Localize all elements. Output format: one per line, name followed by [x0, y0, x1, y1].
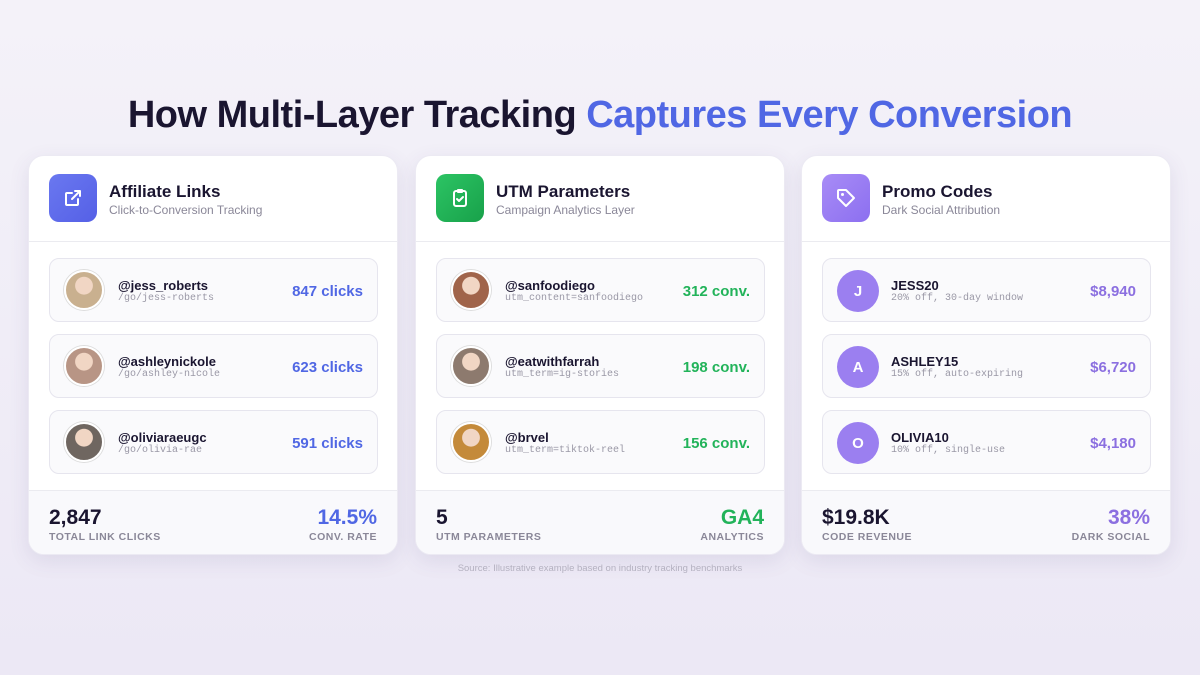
- card-header: Affiliate Links Click-to-Conversion Track…: [29, 156, 397, 242]
- row-metric: 312 conv.: [682, 283, 750, 300]
- card-icon: [822, 174, 870, 222]
- card-footer: 5 UTM PARAMETERS GA4 ANALYTICS: [416, 490, 784, 554]
- title-main: How Multi-Layer Tracking: [127, 94, 577, 136]
- row-metric: 198 conv.: [682, 359, 750, 376]
- list-row: A ASHLEY15 15% off, auto-expiring $6,720: [822, 334, 1151, 398]
- avatar: [64, 270, 104, 310]
- icon-glyph: [65, 190, 81, 206]
- source-note: Source: Illustrative example based on in…: [457, 563, 743, 574]
- row-metric: $6,720: [1090, 359, 1136, 376]
- row-name: @sanfoodiego: [505, 278, 595, 293]
- card-title: UTM Parameters: [496, 182, 631, 201]
- stat-label: CONV. RATE: [308, 531, 377, 543]
- row-name: @eatwithfarrah: [505, 354, 600, 369]
- list-row: @sanfoodiego utm_content=sanfoodiego 312 c…: [436, 258, 765, 322]
- list-row: @ashleynickole/go/ashley-nicole 623 click…: [49, 334, 378, 398]
- stat-value: 38%: [1107, 506, 1150, 529]
- row-metric: 156 conv.: [682, 435, 750, 452]
- row-metric: 623 clicks: [292, 359, 363, 376]
- row-metric: 847 clicks: [292, 283, 363, 300]
- card: Affiliate Links Click-to-Conversion Track…: [28, 155, 398, 555]
- card-header: Promo Codes Dark Social Attribution: [802, 156, 1170, 242]
- stat-value: 2,847: [49, 506, 102, 529]
- card-header: UTM Parameters Campaign Analytics Layer: [416, 156, 784, 242]
- stat-value: GA4: [720, 506, 764, 529]
- avatar: [451, 346, 491, 386]
- initial-avatar: J: [837, 270, 879, 312]
- row-detail: /go/jess-roberts: [118, 293, 215, 304]
- row-metric: 591 clicks: [292, 435, 363, 452]
- row-metric: $4,180: [1090, 435, 1136, 452]
- row-detail: utm_content=sanfoodiego: [505, 293, 644, 304]
- stat-label: TOTAL LINK CLICKS: [49, 531, 161, 543]
- card-title: Promo Codes: [882, 182, 993, 201]
- card-footer: $19.8K CODE REVENUE 38% DARK SOCIAL: [802, 490, 1170, 554]
- card-footer: 2,847 TOTAL LINK CLICKS 14.5% CONV. RATE: [29, 490, 397, 554]
- row-detail: 10% off, single-use: [891, 445, 1006, 456]
- list-row: @brvel utm_term=tiktok-reel 156 conv.: [436, 410, 765, 474]
- row-name: @oliviaraeugc: [118, 430, 207, 445]
- list-row: O OLIVIA10 10% off, single-use $4,180: [822, 410, 1151, 474]
- row-name: ASHLEY15: [891, 354, 959, 369]
- page-title: How Multi-Layer Tracking Captures Every …: [0, 94, 1200, 137]
- list-row: @oliviaraeugc/go/olivia-rae 591 clicks: [49, 410, 378, 474]
- row-detail: /go/olivia-rae: [118, 445, 203, 456]
- row-name: @ashleynickole: [118, 354, 216, 369]
- stat-label: DARK SOCIAL: [1071, 531, 1150, 543]
- avatar: [451, 270, 491, 310]
- avatar: [64, 346, 104, 386]
- list-row: J JESS20 20% off, 30-day window $8,940: [822, 258, 1151, 322]
- card-icon: [49, 174, 97, 222]
- stat-value: 5: [436, 506, 448, 529]
- row-detail: utm_term=tiktok-reel: [505, 445, 626, 456]
- card-subtitle: Click-to-Conversion Tracking: [109, 203, 263, 217]
- row-detail: 15% off, auto-expiring: [891, 369, 1024, 380]
- list-row: @eatwithfarrah utm_term=ig-stories 198 con…: [436, 334, 765, 398]
- row-name: OLIVIA10: [891, 430, 949, 445]
- card-subtitle: Dark Social Attribution: [882, 203, 1001, 217]
- icon-glyph: [837, 189, 855, 207]
- title-highlight: Captures Every Conversion: [586, 94, 1073, 136]
- stat-value: 14.5%: [317, 506, 377, 529]
- row-name: JESS20: [891, 278, 939, 293]
- card: Promo Codes Dark Social Attribution J JESS2…: [801, 155, 1171, 555]
- row-detail: /go/ashley-nicole: [118, 369, 221, 380]
- row-metric: $8,940: [1090, 283, 1136, 300]
- stat-label: UTM PARAMETERS: [436, 531, 542, 543]
- icon-glyph: [453, 189, 467, 207]
- row-name: @jess_roberts: [118, 278, 208, 293]
- card-title: Affiliate Links: [109, 182, 221, 201]
- card-subtitle: Campaign Analytics Layer: [496, 203, 635, 217]
- row-detail: 20% off, 30-day window: [891, 293, 1024, 304]
- card: UTM Parameters Campaign Analytics Layer @s…: [415, 155, 785, 555]
- initial-avatar: A: [837, 346, 879, 388]
- list-row: @jess_roberts/go/jess-roberts 847 clicks: [49, 258, 378, 322]
- stat-label: CODE REVENUE: [822, 531, 913, 543]
- row-name: @brvel: [505, 430, 549, 445]
- stat-label: ANALYTICS: [700, 531, 764, 543]
- avatar: [64, 422, 104, 462]
- card-icon: [436, 174, 484, 222]
- stat-value: $19.8K: [822, 506, 890, 529]
- row-detail: utm_term=ig-stories: [505, 369, 620, 380]
- avatar: [451, 422, 491, 462]
- initial-avatar: O: [837, 422, 879, 464]
